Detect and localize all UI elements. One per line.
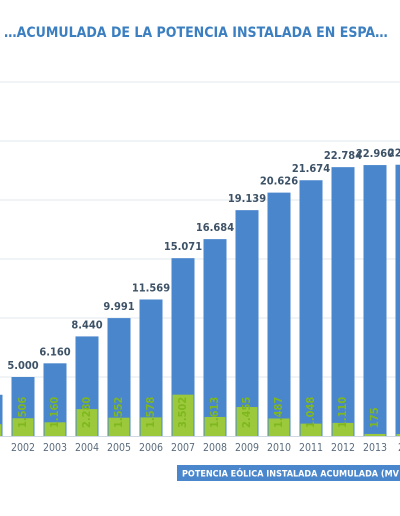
bar-annual-2002 [12,418,34,436]
legend-label: POTENCIA EÓLICA INSTALADA ACUMULADA (MV [182,468,400,480]
value-labels: 5.000 1.506 6.160 1.160 8.440 2.280 9.991 1.552… [7,147,400,428]
value-label-cumulative-2007: 15.071 [164,240,202,253]
year-label-2009: 2009 [235,442,259,454]
value-label-cumulative-2014: 22.988 [388,147,400,160]
value-label-cumulative-2004: 8.440 [71,318,102,331]
value-label-cumulative-2003: 6.160 [39,345,70,358]
value-label-cumulative-2012: 22.784 [324,149,362,162]
bar-annual-2014 [396,434,400,436]
bar-cumulative-2010 [267,192,291,436]
year-label-2012: 2012 [331,442,355,454]
legend-bar [177,465,400,481]
year-label-2006: 2006 [139,442,163,454]
year-label-2002: 2002 [11,442,35,454]
value-label-annual-2002: 1.506 [16,397,29,428]
bar-cumulative-2008 [203,239,227,436]
year-label-2003: 2003 [43,442,67,454]
legend: POTENCIA EÓLICA INSTALADA ACUMULADA (MV [177,465,400,481]
year-label-2008: 2008 [203,442,227,454]
year-label-2005: 2005 [107,442,131,454]
value-label-annual-2008: 1.613 [208,397,221,428]
bar-cumulative-2009 [235,210,259,436]
bar-annual-2004 [76,409,98,436]
year-label-2014: 201 [398,442,400,454]
value-label-annual-2012: 1.110 [336,397,349,428]
bars [0,164,400,437]
bar-cumulative-2003 [43,363,67,436]
chart-title: …ACUMULADA DE LA POTENCIA INSTALADA EN E… [4,25,388,41]
bar-annual-2001 [0,424,2,436]
value-label-annual-2003: 1.160 [48,397,61,428]
year-label-2007: 2007 [171,442,195,454]
value-label-annual-2010: 1.487 [272,397,285,428]
bar-annual-2006 [140,417,162,436]
value-label-cumulative-2013: 22.960 [356,147,394,160]
value-label-cumulative-2011: 21.674 [292,162,330,175]
bar-cumulative-2014 [395,164,400,437]
bar-annual-2003 [44,422,66,436]
value-label-cumulative-2009: 19.139 [228,192,266,205]
bar-annual-2013 [364,433,386,436]
year-label-2013: 2013 [363,442,387,454]
value-label-cumulative-2006: 11.569 [132,281,170,294]
bar-cumulative-2005 [107,318,131,436]
bar-cumulative-2011 [299,180,323,436]
year-label-2010: 2010 [267,442,291,454]
year-label-2011: 2011 [299,442,323,454]
bar-annual-2010 [268,418,290,436]
bar-annual-2005 [108,417,130,436]
bar-cumulative-2006 [139,299,163,436]
year-label-2004: 2004 [75,442,99,454]
year-labels: 2002 2003 2004 2005 2006 2007 2008 2009 2010 2011… [11,442,400,454]
bar-cumulative-2007 [171,258,195,436]
value-label-annual-2005: 1.552 [112,397,125,428]
value-label-annual-2004: 2.280 [80,397,93,428]
bar-cumulative-2012 [331,167,355,436]
bar-annual-2012 [332,422,354,436]
bar-cumulative-2013 [363,165,387,436]
value-label-cumulative-2010: 20.626 [260,175,298,188]
value-label-cumulative-2008: 16.684 [196,221,234,234]
value-label-annual-2007: 3.502 [176,397,189,428]
value-label-annual-2011: 1.048 [304,397,317,428]
value-label-cumulative-2002: 5.000 [7,359,38,372]
bar-annual-2009 [236,407,258,436]
value-label-annual-2009: 2.455 [240,397,253,428]
value-label-annual-2013: 175 [368,407,381,428]
value-label-cumulative-2005: 9.991 [103,300,134,313]
value-label-annual-2006: 1.578 [144,397,157,428]
bar-annual-2008 [204,416,226,436]
bar-cumulative-2001 [0,394,3,436]
bar-annual-2007 [172,394,194,436]
bar-annual-2011 [300,423,322,436]
